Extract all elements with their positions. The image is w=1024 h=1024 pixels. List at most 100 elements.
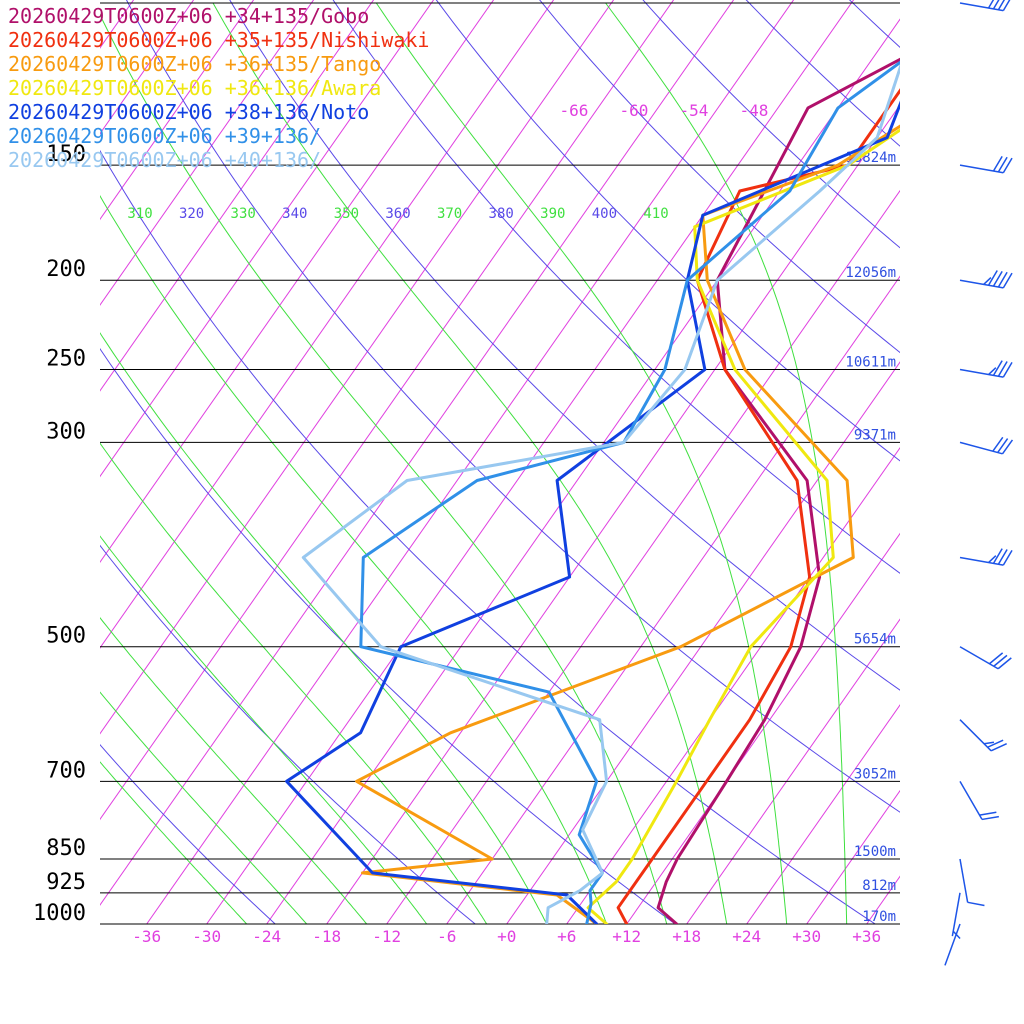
- isotherm-line: [506, 361, 900, 924]
- temperature-tick-label: -36: [132, 927, 161, 946]
- isotherm-label: -66: [559, 101, 588, 120]
- wind-barb-staff: [959, 164, 1004, 174]
- isotherm-line: [806, 789, 900, 924]
- theta-label: 320: [179, 206, 204, 222]
- pressure-label: 150: [46, 142, 86, 167]
- isotherm-line: [146, 0, 795, 924]
- wind-barb-tick: [988, 555, 997, 564]
- isotherm-line: [326, 104, 900, 924]
- dry-adiabat-line: [125, 0, 900, 813]
- wind-barb-tick: [981, 815, 999, 821]
- wind-barb: [951, 892, 961, 940]
- wind-barb-staff: [959, 858, 969, 903]
- temperature-tick-label: -30: [192, 927, 221, 946]
- wind-barb-staff: [951, 892, 961, 937]
- moist-adiabat-line: [605, 2, 848, 924]
- wind-barb-tick: [992, 155, 1003, 172]
- theta-label: 360: [385, 206, 410, 222]
- wind-barb-staff: [959, 719, 992, 752]
- legend-entry: 20260429T0600Z+06 +36+136/Awara: [8, 76, 381, 100]
- wind-barb-tick: [979, 811, 997, 816]
- height-label: 170m: [862, 909, 896, 925]
- wind-barb-tick: [1002, 157, 1013, 174]
- legend-entry: 20260429T0600Z+06 +35+135/Nishiwaki: [8, 28, 429, 52]
- dry-adiabat-line: [745, 0, 900, 147]
- wind-barb: [944, 923, 961, 966]
- isotherm-label: -60: [619, 101, 648, 120]
- wind-barb-staff: [959, 780, 983, 820]
- pressure-label: 500: [46, 624, 86, 649]
- wind-barb-staff: [944, 923, 961, 966]
- wind-barb-tick: [987, 270, 998, 286]
- wind-barb: [959, 155, 1013, 174]
- wind-barb: [959, 858, 985, 907]
- temperature-profile-line: [355, 124, 900, 924]
- height-label: 3052m: [854, 766, 896, 782]
- wind-barb-tick: [987, 739, 1004, 748]
- wind-barb-tick: [992, 360, 1003, 376]
- dry-adiabat-line: [100, 544, 476, 924]
- wind-barb: [959, 270, 1013, 289]
- wind-barb-tick: [992, 436, 1004, 452]
- wind-barb-tick: [997, 657, 1012, 670]
- wind-barb-tick: [1001, 439, 1014, 455]
- isotherm-line: [987, 0, 1024, 924]
- wind-barb-tick: [1002, 0, 1011, 11]
- temperature-profile-line: [301, 63, 900, 924]
- legend-entry: 20260429T0600Z+06 +39+136/: [8, 124, 321, 148]
- dry-adiabat-line: [229, 0, 900, 691]
- wind-barb-tick: [997, 0, 1006, 11]
- theta-label: 410: [643, 206, 668, 222]
- pressure-label: 100: [46, 0, 86, 5]
- theta-label: 350: [334, 206, 359, 222]
- wind-barb-tick: [988, 652, 1004, 665]
- temperature-tick-label: -18: [312, 927, 341, 946]
- wind-barb: [959, 548, 1013, 566]
- temperature-tick-label: +24: [732, 927, 761, 946]
- wind-barb-staff: [959, 2, 1004, 12]
- wind-barbs: [944, 0, 1014, 966]
- theta-label: 390: [540, 206, 565, 222]
- temperature-profile-line: [616, 88, 900, 924]
- theta-label: 370: [437, 206, 462, 222]
- temperature-tick-label: +12: [612, 927, 641, 946]
- dry-adiabat-line: [642, 0, 900, 249]
- pressure-label: 1000: [33, 901, 86, 926]
- isotherm-line: [686, 618, 900, 924]
- wind-barb-staff: [959, 279, 1004, 289]
- wind-barb-staff: [959, 368, 1004, 378]
- wind-barb-tick: [1002, 550, 1013, 566]
- legend-entry: 20260429T0600Z+06 +38+136/Noto: [8, 100, 369, 124]
- height-label: 5654m: [854, 632, 896, 648]
- temperature-tick-label: +36: [852, 927, 881, 946]
- isotherm-line: [927, 0, 1024, 924]
- isotherm-label: -54: [679, 101, 708, 120]
- isotherm-line: [446, 275, 900, 924]
- temperature-tick-label: +6: [557, 927, 576, 946]
- isotherm-line: [566, 446, 900, 924]
- wind-barb-tick: [983, 277, 992, 285]
- axis-labels: 100150200250300500700850925100016334m138…: [33, 0, 896, 946]
- isotherm-line: [626, 532, 900, 924]
- pressure-label: 200: [46, 257, 86, 282]
- temperature-profile-line: [285, 100, 900, 924]
- legend-entry: 20260429T0600Z+06 +34+135/Gobo: [8, 4, 369, 28]
- height-label: 1500m: [854, 844, 896, 860]
- wind-barb: [959, 780, 999, 821]
- wind-barb-tick: [987, 0, 995, 9]
- temperature-profile-line: [586, 128, 900, 924]
- wind-barb-tick: [992, 271, 1003, 287]
- pressure-label: 850: [46, 836, 86, 861]
- wind-barb-staff: [959, 646, 999, 670]
- wind-barb-staff: [959, 441, 1003, 455]
- isotherm-line: [100, 0, 675, 821]
- isotherm-line: [386, 189, 900, 924]
- wind-barb-tick: [997, 361, 1008, 377]
- theta-label: 380: [489, 206, 514, 222]
- theta-label: 400: [592, 206, 617, 222]
- pressure-label: 250: [46, 346, 86, 371]
- temperature-tick-label: +18: [672, 927, 701, 946]
- isotherm-line: [266, 18, 900, 924]
- wind-barb-tick: [997, 271, 1008, 288]
- height-label: 16334m: [845, 0, 896, 4]
